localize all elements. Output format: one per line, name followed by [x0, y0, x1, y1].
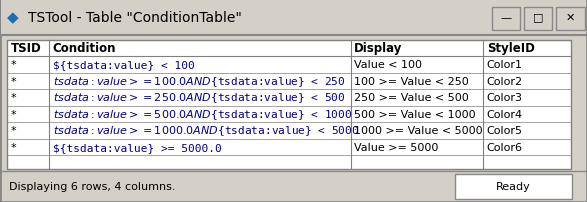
- Text: ${tsdata:value} >= 100.0 AND ${tsdata:value} < 250: ${tsdata:value} >= 100.0 AND ${tsdata:va…: [53, 75, 345, 88]
- Text: Ready: Ready: [496, 181, 531, 191]
- Text: *: *: [11, 109, 16, 119]
- Text: ${tsdata:value} < 100: ${tsdata:value} < 100: [53, 60, 194, 70]
- Text: Condition: Condition: [53, 42, 116, 55]
- Text: Value >= 5000: Value >= 5000: [355, 142, 438, 152]
- Text: StyleID: StyleID: [487, 42, 535, 55]
- Text: 1000 >= Value < 5000: 1000 >= Value < 5000: [355, 126, 483, 136]
- Text: Color5: Color5: [487, 126, 523, 136]
- Text: Value < 100: Value < 100: [355, 60, 422, 70]
- FancyBboxPatch shape: [1, 0, 586, 35]
- Text: *: *: [11, 60, 16, 70]
- FancyBboxPatch shape: [492, 8, 520, 31]
- Text: ✕: ✕: [566, 13, 575, 23]
- Text: Color6: Color6: [487, 142, 523, 152]
- Text: □: □: [533, 13, 544, 23]
- Text: Display: Display: [355, 42, 403, 55]
- Text: ${tsdata:value} >= 250.0 AND ${tsdata:value} < 500: ${tsdata:value} >= 250.0 AND ${tsdata:va…: [53, 91, 345, 105]
- FancyBboxPatch shape: [7, 40, 571, 169]
- Text: 500 >= Value < 1000: 500 >= Value < 1000: [355, 109, 476, 119]
- Text: ${tsdata:value} >= 500.0 AND ${tsdata:value} < 1000: ${tsdata:value} >= 500.0 AND ${tsdata:va…: [53, 107, 352, 121]
- Text: ${tsdata:value} >= 5000.0: ${tsdata:value} >= 5000.0: [53, 142, 221, 152]
- Text: ◆: ◆: [7, 10, 19, 25]
- Text: *: *: [11, 77, 16, 86]
- Text: —: —: [501, 13, 511, 23]
- Text: TSTool - Table "ConditionTable": TSTool - Table "ConditionTable": [28, 11, 242, 25]
- Text: 250 >= Value < 500: 250 >= Value < 500: [355, 93, 469, 103]
- Text: Color3: Color3: [487, 93, 523, 103]
- FancyBboxPatch shape: [524, 8, 552, 31]
- Text: *: *: [11, 142, 16, 152]
- Text: Color2: Color2: [487, 77, 523, 86]
- Text: Color4: Color4: [487, 109, 523, 119]
- Text: Displaying 6 rows, 4 columns.: Displaying 6 rows, 4 columns.: [9, 181, 176, 191]
- Text: ${tsdata:value} >= 1000.0 AND ${tsdata:value} < 5000: ${tsdata:value} >= 1000.0 AND ${tsdata:v…: [53, 124, 359, 138]
- Text: *: *: [11, 93, 16, 103]
- Text: TSID: TSID: [11, 42, 41, 55]
- Text: Color1: Color1: [487, 60, 523, 70]
- FancyBboxPatch shape: [556, 8, 585, 31]
- Text: 100 >= Value < 250: 100 >= Value < 250: [355, 77, 469, 86]
- FancyBboxPatch shape: [455, 174, 572, 199]
- Text: *: *: [11, 126, 16, 136]
